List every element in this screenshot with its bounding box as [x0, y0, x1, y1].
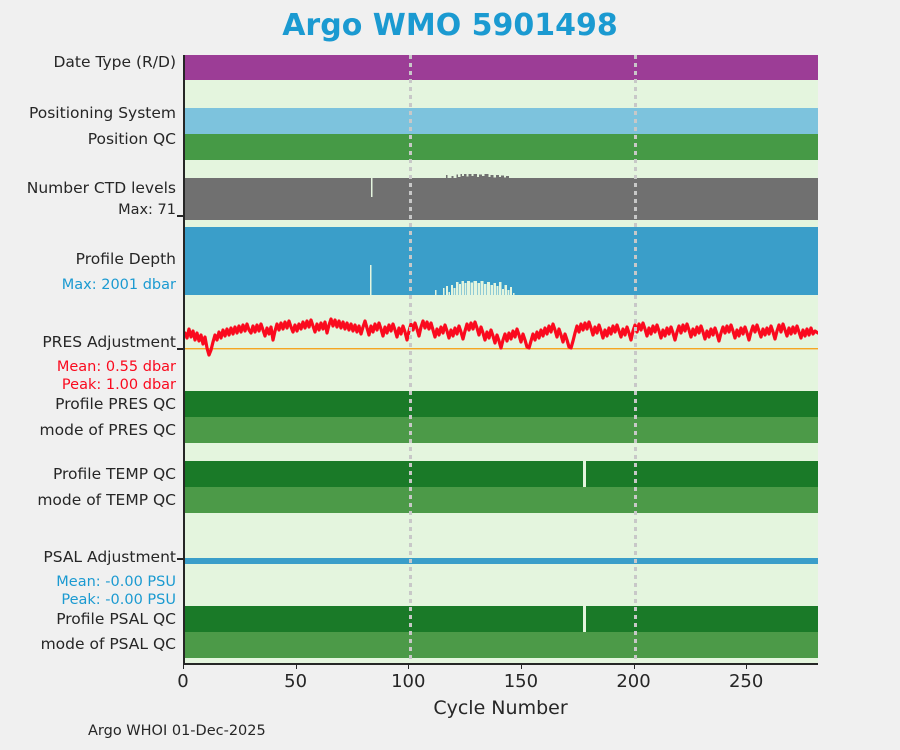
- gridline-cycle-200: [634, 55, 637, 663]
- label-positioning-system: Positioning System: [28, 104, 176, 122]
- band-mode-psal-qc: [185, 632, 818, 658]
- label-number-ctd-levels: Number CTD levels: [26, 179, 176, 197]
- x-tick-label-0: 0: [177, 671, 189, 692]
- psal-qc-gap: [583, 606, 586, 632]
- label-mode-temp-qc: mode of TEMP QC: [37, 491, 176, 509]
- x-tick-150: [520, 663, 522, 669]
- pres-adjustment-trace: [185, 317, 818, 357]
- x-tick-label-150: 150: [503, 671, 539, 692]
- x-axis: [183, 663, 818, 665]
- band-number-ctd-levels: [185, 165, 818, 220]
- profile-depth-chart: [185, 227, 818, 305]
- band-profile-depth: [185, 227, 818, 305]
- x-tick-50: [295, 663, 297, 669]
- band-profile-pres-qc: [185, 391, 818, 417]
- pres-adjustment-chart: [185, 307, 818, 390]
- band-positioning-system: [185, 108, 818, 134]
- band-position-qc: [185, 134, 818, 160]
- x-axis-label: Cycle Number: [433, 697, 568, 719]
- plot-area: [177, 55, 818, 663]
- page-title: Argo WMO 5901498: [282, 8, 618, 43]
- x-tick-label-100: 100: [391, 671, 426, 692]
- label-position-qc: Position QC: [87, 130, 176, 148]
- ytick-psal-adjust: [177, 558, 185, 560]
- band-mode-pres-qc: [185, 417, 818, 443]
- x-tick-label-250: 250: [728, 671, 764, 692]
- x-tick-0: [183, 663, 184, 669]
- label-pres-adjustment: PRES Adjustment: [42, 333, 176, 351]
- gridline-cycle-100: [409, 55, 412, 663]
- label-mode-psal-qc: mode of PSAL QC: [40, 635, 176, 653]
- label-psal-peak: Peak: -0.00 PSU: [61, 592, 176, 608]
- label-pres-peak: Peak: 1.00 dbar: [61, 377, 176, 393]
- band-mode-temp-qc: [185, 487, 818, 513]
- label-date-type: Date Type (R/D): [53, 53, 176, 71]
- temp-qc-gap: [583, 461, 586, 487]
- footer-attribution: Argo WHOI 01-Dec-2025: [88, 723, 266, 739]
- label-profile-pres-qc: Profile PRES QC: [55, 395, 176, 413]
- label-mode-pres-qc: mode of PRES QC: [39, 421, 176, 439]
- band-psal-adjustment: [185, 520, 818, 598]
- label-profile-depth-max: Max: 2001 dbar: [61, 277, 176, 293]
- psal-adjustment-trace: [185, 558, 818, 564]
- x-tick-label-50: 50: [284, 671, 308, 692]
- ctd-levels-chart: [185, 165, 818, 220]
- x-tick-label-200: 200: [616, 671, 651, 692]
- band-profile-psal-qc: [185, 606, 818, 632]
- ytick-pres-adjust: [177, 348, 185, 350]
- label-ctd-levels-max: Max: 71: [118, 202, 176, 218]
- ytick-ctd-levels: [177, 215, 185, 217]
- label-psal-adjustment: PSAL Adjustment: [43, 548, 176, 566]
- label-profile-psal-qc: Profile PSAL QC: [56, 610, 176, 628]
- x-tick-100: [408, 663, 410, 669]
- label-profile-temp-qc: Profile TEMP QC: [52, 465, 176, 483]
- band-pres-adjustment: [185, 307, 818, 390]
- label-profile-depth: Profile Depth: [75, 250, 176, 268]
- label-pres-mean: Mean: 0.55 dbar: [56, 359, 176, 375]
- x-tick-250: [746, 663, 748, 669]
- label-psal-mean: Mean: -0.00 PSU: [56, 574, 176, 590]
- band-profile-temp-qc: [185, 461, 818, 487]
- band-date-type: [185, 55, 818, 80]
- x-tick-200: [633, 663, 635, 669]
